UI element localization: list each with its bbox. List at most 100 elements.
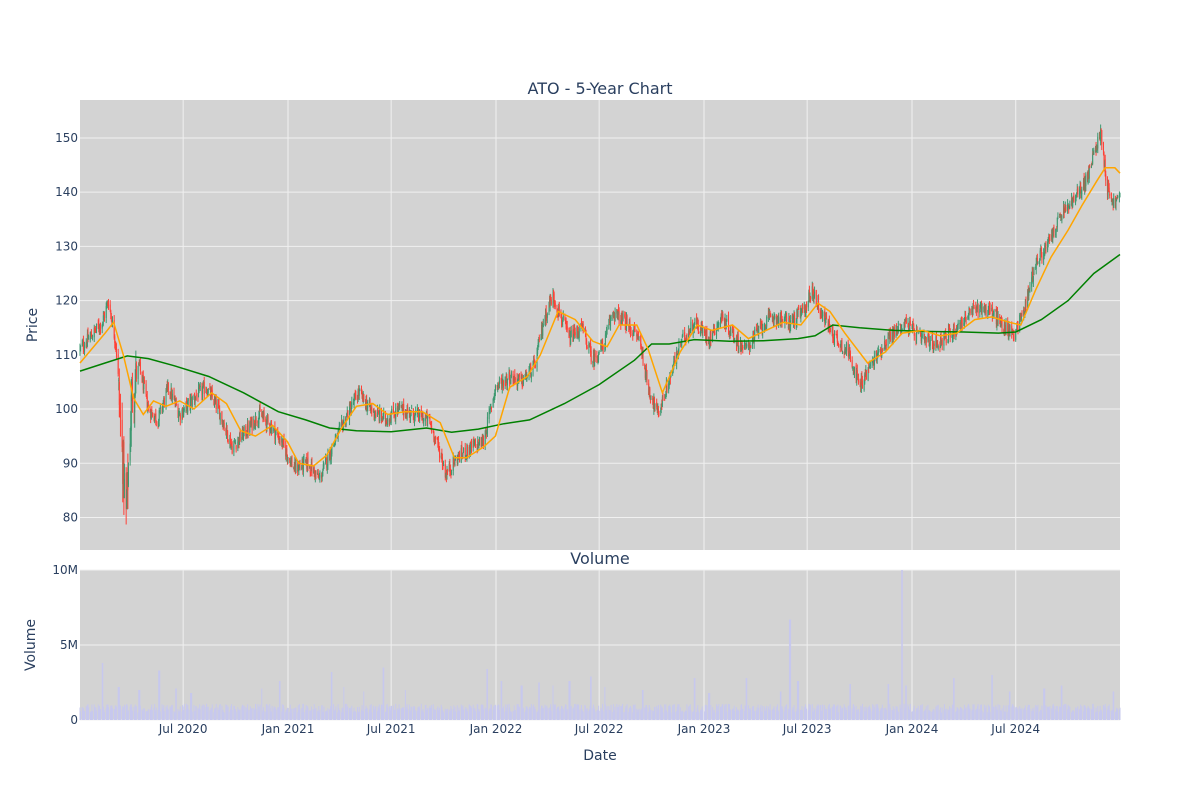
volume-bar — [108, 707, 109, 720]
candle — [587, 345, 588, 349]
volume-bar — [571, 706, 572, 720]
volume-bar — [260, 704, 261, 720]
volume-bar — [619, 705, 620, 720]
volume-bar — [906, 686, 907, 721]
candle — [509, 370, 510, 389]
candle-body — [511, 372, 512, 377]
candle — [647, 370, 648, 385]
candle — [92, 335, 93, 341]
candle-body — [118, 354, 119, 374]
volume-bar — [830, 708, 831, 720]
candle — [1029, 282, 1030, 293]
candle — [487, 412, 488, 437]
candle-body — [233, 444, 234, 452]
candle-body — [647, 372, 648, 381]
candle — [934, 341, 935, 350]
volume-bar — [902, 570, 903, 720]
candle — [878, 345, 879, 356]
candle — [393, 402, 394, 414]
candle-body — [631, 331, 632, 333]
candle-body — [962, 320, 963, 328]
candle — [288, 457, 289, 464]
candle — [515, 377, 516, 383]
candle — [974, 305, 975, 309]
candle — [451, 470, 452, 475]
volume-bar — [842, 708, 843, 720]
candle — [220, 413, 221, 425]
candle-body — [651, 399, 652, 400]
candle — [435, 436, 436, 444]
candle-body — [248, 425, 249, 433]
candle-body — [375, 413, 376, 417]
volume-bar — [411, 707, 412, 720]
candle-body — [276, 431, 277, 433]
volume-bar — [794, 712, 795, 720]
candle-body — [726, 323, 727, 329]
volume-bar — [535, 709, 536, 720]
volume-bar — [746, 678, 747, 720]
candle-body — [429, 417, 430, 423]
candle — [816, 290, 817, 305]
candle — [742, 345, 743, 353]
candle — [1093, 148, 1094, 155]
candle — [118, 349, 119, 377]
volume-bar — [682, 712, 683, 720]
candle-body — [766, 317, 767, 327]
volume-bar — [834, 705, 835, 720]
candle — [808, 301, 809, 311]
volume-bar — [818, 705, 819, 720]
candle-body — [882, 349, 883, 352]
candle — [224, 420, 225, 432]
volume-bar — [236, 712, 237, 720]
candle-body — [172, 394, 173, 400]
candle — [1085, 172, 1086, 191]
candle — [272, 426, 273, 434]
candle — [539, 335, 540, 343]
candle — [1049, 234, 1050, 241]
candle-body — [323, 464, 324, 466]
candle-body — [192, 397, 193, 406]
candle-body — [1105, 174, 1106, 180]
volume-bar — [140, 706, 141, 720]
volume-bar — [128, 710, 129, 720]
candle-body — [411, 408, 412, 409]
candle-body — [1117, 196, 1118, 197]
candle-body — [958, 323, 959, 325]
candle-body — [756, 328, 757, 330]
volume-bar — [627, 704, 628, 720]
volume-bar — [351, 706, 352, 720]
volume-bar — [80, 711, 81, 720]
candle — [315, 470, 316, 479]
candle-body — [260, 407, 261, 412]
candle-body — [666, 384, 667, 392]
candle-body — [555, 303, 556, 307]
volume-bar — [686, 704, 687, 720]
candle-body — [794, 315, 795, 324]
volume-bar — [690, 710, 691, 720]
volume-title: Volume — [570, 549, 630, 568]
volume-bar — [343, 687, 344, 720]
candle — [411, 410, 412, 417]
volume-bar — [507, 704, 508, 720]
candle-body — [303, 459, 304, 460]
candle — [914, 328, 915, 340]
candle — [310, 472, 311, 476]
candle-body — [690, 322, 691, 331]
candle-body — [104, 315, 105, 318]
candle — [982, 303, 983, 317]
volume-bar — [639, 709, 640, 720]
candle — [104, 311, 105, 321]
price-tick-label: 80 — [63, 510, 78, 524]
candle — [866, 370, 867, 380]
candle — [551, 297, 552, 306]
candle-body — [327, 454, 328, 466]
candle-body — [291, 459, 292, 467]
volume-bar — [611, 705, 612, 720]
candle — [778, 313, 779, 328]
candle-body — [351, 402, 352, 407]
candle — [447, 469, 448, 475]
volume-bar — [252, 708, 253, 720]
candle-body — [439, 449, 440, 458]
volume-bar — [200, 709, 201, 720]
volume-bar — [487, 669, 488, 720]
